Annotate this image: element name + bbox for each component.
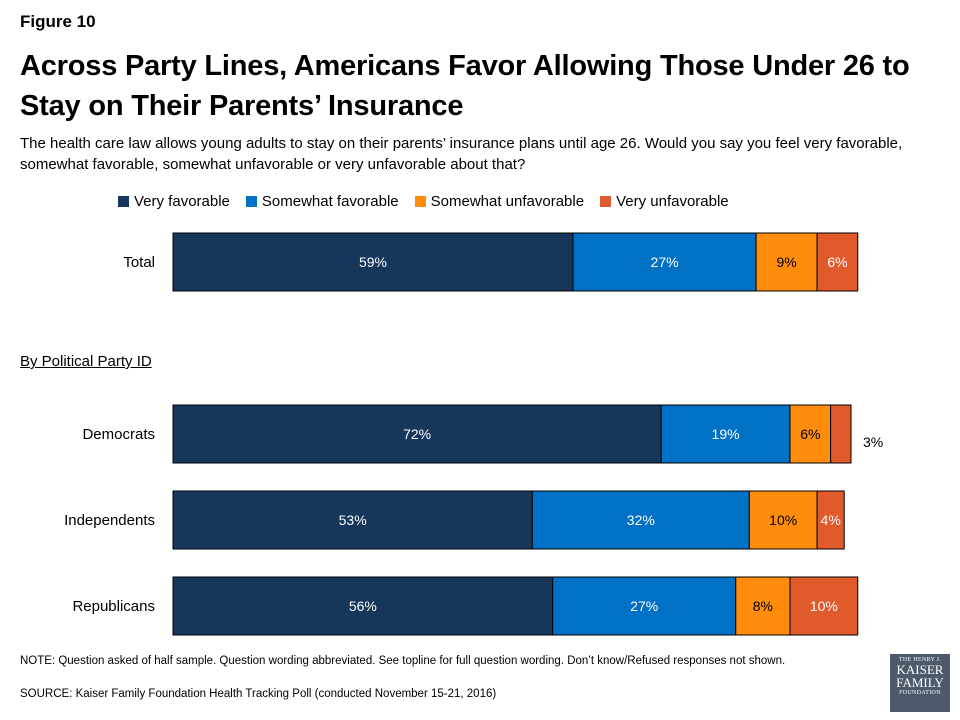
legend-label-very-unfavorable: Very unfavorable (616, 192, 729, 210)
legend-item-very-favorable: Very favorable (118, 193, 230, 210)
category-label-total: Total (123, 254, 155, 271)
data-label-republicans-somewhat-unfavorable: 8% (753, 598, 773, 614)
logo-line-2: KAISER (896, 662, 944, 677)
data-label-republicans-very-favorable: 56% (349, 598, 377, 614)
data-label-democrats-somewhat-favorable: 19% (712, 426, 740, 442)
legend-swatch-somewhat-favorable (245, 195, 257, 207)
data-label-independents-somewhat-favorable: 32% (627, 512, 655, 528)
bar-democrats-somewhat-unfavorable (789, 404, 832, 464)
section-label-party-id: By Political Party ID (20, 353, 152, 370)
legend-label-somewhat-favorable: Somewhat favorable (261, 192, 399, 210)
data-label-total-very-favorable: 59% (359, 254, 387, 270)
legend-label-somewhat-unfavorable: Somewhat unfavorable (430, 192, 585, 210)
data-label-republicans-somewhat-favorable: 27% (630, 598, 658, 614)
legend-item-very-unfavorable: Very unfavorable (600, 193, 729, 210)
chart-title: Across Party Lines, Americans Favor Allo… (20, 50, 910, 122)
data-label-total-somewhat-unfavorable: 9% (776, 254, 796, 270)
bar-total-somewhat-unfavorable (755, 232, 818, 292)
data-label-total-somewhat-favorable: 27% (651, 254, 679, 270)
bar-republicans-very-favorable (172, 576, 554, 636)
category-label-independents: Independents (64, 512, 155, 529)
bar-independents-somewhat-unfavorable (748, 490, 818, 550)
chart-legend: Very favorable Somewhat favorable Somewh… (118, 191, 745, 211)
chart-subtitle: The health care law allows young adults … (20, 135, 903, 173)
legend-item-somewhat-favorable: Somewhat favorable (245, 192, 399, 210)
bar-democrats-very-unfavorable (830, 404, 852, 464)
legend-item-somewhat-unfavorable: Somewhat unfavorable (414, 192, 585, 210)
bar-independents-somewhat-favorable (531, 490, 750, 550)
data-label-total-very-unfavorable: 6% (827, 254, 847, 270)
bar-total-somewhat-favorable (572, 232, 757, 292)
logo-line-3: FAMILY (896, 675, 944, 690)
kff-logo: THE HENRY J. KAISER FAMILY FOUNDATION (890, 654, 950, 712)
category-label-republicans: Republicans (72, 598, 155, 615)
bar-republicans-somewhat-favorable (552, 576, 737, 636)
bar-independents-very-favorable (172, 490, 533, 550)
bar-total-very-favorable (172, 232, 574, 292)
legend-swatch-very-unfavorable (600, 195, 612, 207)
legend-swatch-somewhat-unfavorable (414, 195, 426, 207)
data-label-independents-very-favorable: 53% (339, 512, 367, 528)
bar-republicans-very-unfavorable (789, 576, 859, 636)
data-label-democrats-very-unfavorable: 3% (863, 434, 883, 450)
data-label-independents-somewhat-unfavorable: 10% (769, 512, 797, 528)
category-label-democrats: Democrats (82, 426, 155, 443)
footnote: NOTE: Question asked of half sample. Que… (20, 655, 786, 667)
bar-total-very-unfavorable (816, 232, 859, 292)
bar-republicans-somewhat-unfavorable (735, 576, 791, 636)
data-label-independents-very-unfavorable: 4% (821, 512, 841, 528)
data-label-democrats-very-favorable: 72% (403, 426, 431, 442)
data-label-democrats-somewhat-unfavorable: 6% (800, 426, 820, 442)
figure-label: Figure 10 (20, 12, 96, 31)
bar-independents-very-unfavorable (816, 490, 845, 550)
bar-democrats-very-favorable (172, 404, 662, 464)
logo-line-1: THE HENRY J. (898, 657, 942, 663)
legend-label-very-favorable: Very favorable (134, 192, 230, 210)
legend-swatch-very-favorable (118, 195, 129, 207)
source-note: SOURCE: Kaiser Family Foundation Health … (20, 688, 497, 700)
data-label-republicans-very-unfavorable: 10% (810, 598, 838, 614)
logo-line-4: FOUNDATION (899, 690, 941, 696)
